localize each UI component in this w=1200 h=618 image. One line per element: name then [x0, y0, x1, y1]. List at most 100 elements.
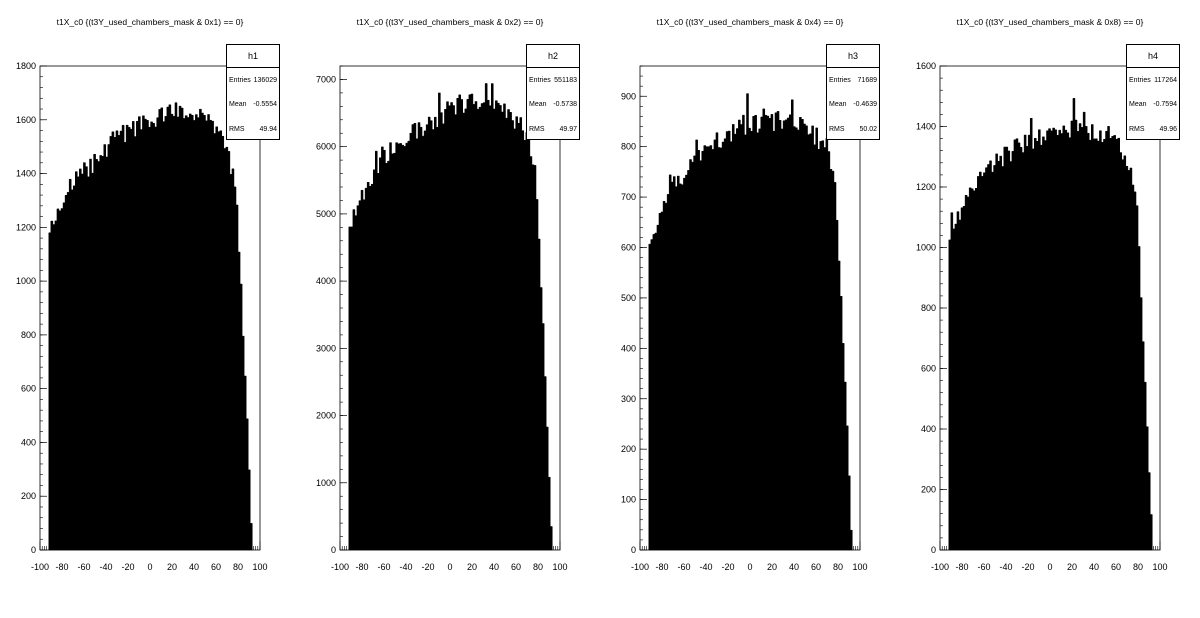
stats-entries-label: Entries — [529, 77, 551, 84]
histogram-panel-1: -100 -80 -60 -40 -20 0 20 40 60 80 100 0 200 400 600 80… — [0, 0, 300, 618]
x-tick-label: -80 — [55, 562, 68, 572]
x-tick-label: -100 — [931, 562, 949, 572]
y-tick-label: 0 — [331, 545, 336, 555]
y-tick-label: 4000 — [316, 276, 336, 286]
x-tick-label: -100 — [331, 562, 349, 572]
histogram-bars — [948, 98, 1153, 551]
x-tick-label: -20 — [1021, 562, 1034, 572]
y-tick-label: 1600 — [916, 61, 936, 71]
histogram-title: t1X_c0 {(t3Y_used_chambers_mask & 0x4) =… — [656, 17, 844, 27]
stats-rms-value: 50.02 — [859, 126, 877, 133]
stats-box: h3 Entries 71689 Mean -0.4639 RMS 50.02 — [826, 44, 880, 140]
x-tick-label: 0 — [747, 562, 752, 572]
stats-mean-value: -0.5554 — [253, 101, 277, 108]
x-tick-label: 60 — [211, 562, 221, 572]
stats-mean-label: Mean — [229, 101, 247, 108]
stats-box: h4 Entries 117264 Mean -0.7594 RMS 49.96 — [1126, 44, 1180, 140]
x-tick-label: 20 — [467, 562, 477, 572]
x-tick-label: -60 — [377, 562, 390, 572]
y-tick-label: 2000 — [316, 411, 336, 421]
stats-mean-row: Mean -0.5554 — [229, 101, 277, 111]
stats-histogram-name: h3 — [827, 45, 879, 68]
histogram-bar — [348, 83, 553, 551]
x-tick-label: 40 — [189, 562, 199, 572]
x-tick-label: 20 — [167, 562, 177, 572]
y-tick-label: 300 — [621, 394, 636, 404]
x-tick-label: -40 — [699, 562, 712, 572]
x-tick-label: -80 — [655, 562, 668, 572]
y-tick-label: 600 — [621, 243, 636, 253]
histogram-panel-2: -100 -80 -60 -40 -20 0 20 40 60 80 100 0 1000 2000 300… — [300, 0, 600, 618]
x-tick-label: -80 — [355, 562, 368, 572]
x-tick-label: -20 — [121, 562, 134, 572]
stats-entries-value: 551183 — [554, 77, 577, 84]
x-tick-label: 20 — [1067, 562, 1077, 572]
y-tick-label: 6000 — [316, 142, 336, 152]
histogram-4: -100 -80 -60 -40 -20 0 20 40 60 80 100020040060080… — [916, 61, 1168, 572]
stats-entries-row: Entries 117264 — [1129, 77, 1177, 87]
stats-entries-row: Entries 71689 — [829, 77, 877, 87]
histogram-bar — [948, 98, 1153, 551]
x-tick-label: 60 — [1111, 562, 1121, 572]
histogram-panel-3: -100 -80 -60 -40 -20 0 20 40 60 80 100 0 100 200 300 40… — [600, 0, 900, 618]
x-tick-label: -40 — [399, 562, 412, 572]
y-tick-label: 400 — [921, 424, 936, 434]
stats-histogram-name: h4 — [1127, 45, 1179, 68]
histogram-bars — [348, 83, 553, 551]
histogram-panel-4: -100 -80 -60 -40 -20 0 20 40 60 80 100 0 200 400 600 80… — [900, 0, 1200, 618]
y-tick-label: 1000 — [16, 276, 36, 286]
y-tick-label: 200 — [21, 491, 36, 501]
histogram-title: t1X_c0 {(t3Y_used_chambers_mask & 0x1) =… — [56, 17, 244, 27]
x-tick-label: -100 — [31, 562, 49, 572]
stats-mean-row: Mean -0.7594 — [1129, 101, 1177, 111]
stats-rms-value: 49.97 — [559, 126, 577, 133]
stats-rms-value: 49.94 — [259, 126, 277, 133]
x-tick-label: -80 — [955, 562, 968, 572]
stats-box: h1 Entries 136029 Mean -0.5554 RMS 49.94 — [226, 44, 280, 140]
y-tick-label: 700 — [621, 192, 636, 202]
x-tick-label: -60 — [677, 562, 690, 572]
y-tick-label: 1200 — [916, 182, 936, 192]
x-tick-label: 80 — [1133, 562, 1143, 572]
stats-rms-label: RMS — [829, 126, 845, 133]
x-tick-label: 0 — [1047, 562, 1052, 572]
histogram-bars — [648, 93, 853, 551]
stats-entries-label: Entries — [1129, 77, 1151, 84]
y-tick-label: 1200 — [16, 222, 36, 232]
y-tick-label: 1000 — [916, 243, 936, 253]
histogram-bar — [648, 93, 853, 551]
stats-entries-row: Entries 551183 — [529, 77, 577, 87]
y-tick-label: 1800 — [16, 61, 36, 71]
y-tick-label: 1400 — [16, 169, 36, 179]
x-tick-label: -60 — [977, 562, 990, 572]
y-tick-label: 0 — [631, 545, 636, 555]
x-tick-label: 40 — [789, 562, 799, 572]
x-tick-label: -20 — [721, 562, 734, 572]
stats-rms-row: RMS 49.96 — [1129, 126, 1177, 136]
y-tick-label: 800 — [21, 330, 36, 340]
y-tick-label: 400 — [21, 437, 36, 447]
stats-histogram-name: h1 — [227, 45, 279, 68]
x-tick-label: 40 — [489, 562, 499, 572]
y-tick-label: 3000 — [316, 343, 336, 353]
y-tick-label: 500 — [621, 293, 636, 303]
x-tick-label: 80 — [233, 562, 243, 572]
y-tick-label: 600 — [21, 384, 36, 394]
x-tick-label: -40 — [99, 562, 112, 572]
y-tick-label: 800 — [921, 303, 936, 313]
y-tick-label: 100 — [621, 495, 636, 505]
stats-box: h2 Entries 551183 Mean -0.5738 RMS 49.97 — [526, 44, 580, 140]
y-tick-label: 600 — [921, 364, 936, 374]
x-tick-label: 0 — [447, 562, 452, 572]
stats-mean-label: Mean — [1129, 101, 1147, 108]
stats-rms-label: RMS — [529, 126, 545, 133]
x-tick-label: 20 — [767, 562, 777, 572]
histogram-2: -100 -80 -60 -40 -20 0 20 40 60 80 100010002000300… — [316, 65, 568, 572]
stats-mean-value: -0.7594 — [1153, 101, 1177, 108]
y-tick-label: 7000 — [316, 74, 336, 84]
stats-entries-value: 71689 — [857, 77, 877, 84]
stats-entries-label: Entries — [229, 77, 251, 84]
x-tick-label: 80 — [533, 562, 543, 572]
x-tick-label: 40 — [1089, 562, 1099, 572]
x-tick-label: 80 — [833, 562, 843, 572]
